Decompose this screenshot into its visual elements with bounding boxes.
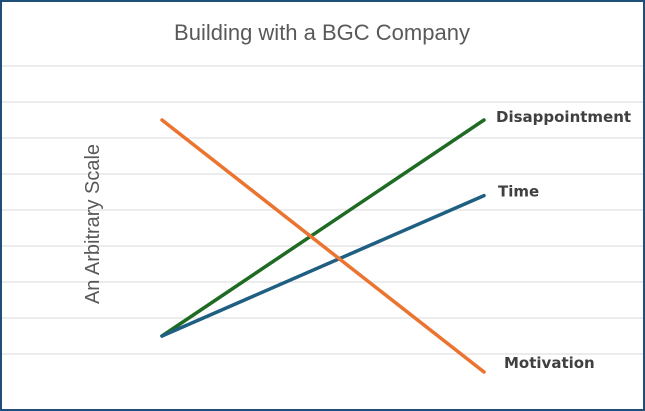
chart-title: Building with a BGC Company — [174, 20, 470, 45]
y-axis-label: An Arbitrary Scale — [82, 144, 104, 304]
series-line-disappointment — [160, 118, 486, 338]
gridlines — [2, 65, 643, 355]
series-line-motivation — [160, 118, 486, 374]
series-lines — [160, 118, 486, 374]
series-label-disappointment: Disappointment — [496, 108, 631, 126]
series-labels: Disappointment Time Motivation — [496, 108, 631, 372]
series-label-time: Time — [498, 183, 539, 201]
series-label-motivation: Motivation — [504, 354, 595, 372]
series-line-time — [160, 193, 486, 338]
